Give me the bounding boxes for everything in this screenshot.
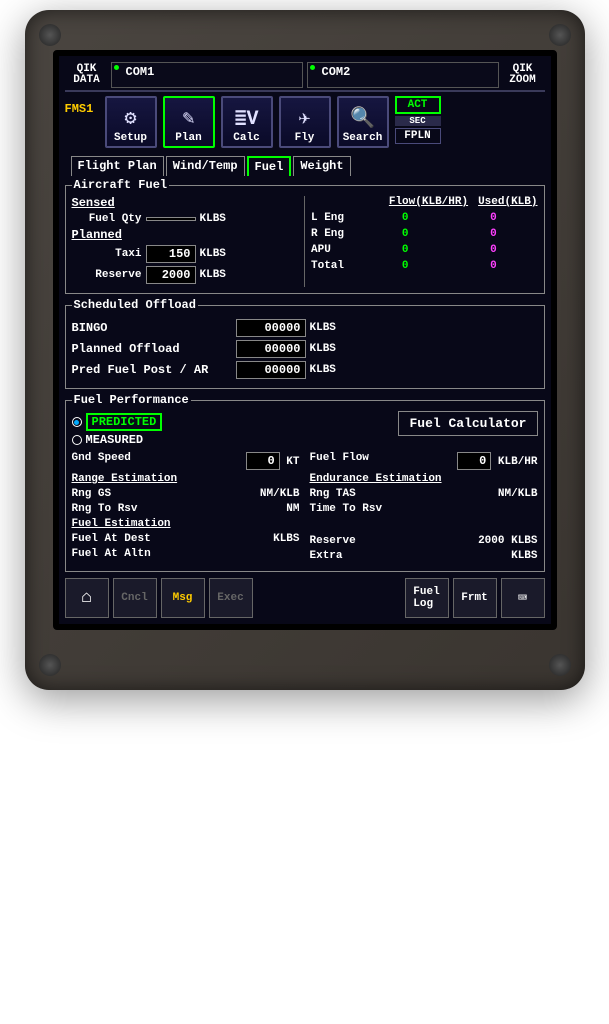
flow-row-total: Total 0 0 <box>311 260 538 272</box>
bingo-label: BINGO <box>72 321 232 335</box>
flow-row-apu: APU 0 0 <box>311 244 538 256</box>
tab-wind-temp[interactable]: Wind/Temp <box>166 156 245 176</box>
planned-header: Planned <box>72 228 299 242</box>
calc-button[interactable]: ≣V Calc <box>221 96 273 148</box>
keyboard-button[interactable]: ⌨ <box>501 578 545 618</box>
pred-fuel-unit: KLBS <box>310 364 336 376</box>
msg-button[interactable]: Msg <box>161 578 205 618</box>
page-tabs: Flight Plan Wind/Temp Fuel Weight <box>65 156 545 176</box>
setup-button[interactable]: ⚙ Setup <box>105 96 157 148</box>
plan-label: Plan <box>175 132 201 144</box>
rng-rsv-label: Rng To Rsv <box>72 503 138 515</box>
extra-label: Extra <box>310 550 343 562</box>
range-estimation-header: Range Estimation <box>72 473 300 485</box>
pred-fuel-label: Pred Fuel Post / AR <box>72 363 232 377</box>
planned-offload-label: Planned Offload <box>72 342 232 356</box>
fuel-flow-input[interactable]: 0 <box>457 452 491 470</box>
home-icon: ⌂ <box>81 588 92 608</box>
topbar: QIK DATA COM1 COM2 QIK ZOOM <box>65 62 545 92</box>
qik-data-button[interactable]: QIK DATA <box>65 62 109 88</box>
sec-label: SEC <box>395 116 441 126</box>
plan-button[interactable]: ✎ Plan <box>163 96 215 148</box>
taxi-unit: KLBS <box>200 248 226 260</box>
frmt-button[interactable]: Frmt <box>453 578 497 618</box>
fuel-log-button[interactable]: Fuel Log <box>405 578 449 618</box>
predicted-radio[interactable]: PREDICTED <box>72 413 391 431</box>
search-button[interactable]: 🔍 Search <box>337 96 389 148</box>
gnd-speed-label: Gnd Speed <box>72 452 131 470</box>
fms-label: FMS1 <box>65 96 99 116</box>
used-header: Used(KLB) <box>478 196 537 208</box>
fuel-estimation-header: Fuel Estimation <box>72 518 300 530</box>
flow-row-reng: R Eng 0 0 <box>311 228 538 240</box>
exec-button[interactable]: Exec <box>209 578 253 618</box>
planned-offload-unit: KLBS <box>310 343 336 355</box>
planned-offload-input[interactable]: 00000 <box>236 340 306 358</box>
reserve-unit: KLBS <box>200 269 226 281</box>
fly-label: Fly <box>295 132 315 144</box>
act-label: ACT <box>395 96 441 114</box>
pred-fuel-input[interactable]: 00000 <box>236 361 306 379</box>
calc-label: Calc <box>233 132 259 144</box>
aircraft-fuel-panel: Aircraft Fuel Sensed Fuel Qty KLBS Plann… <box>65 178 545 294</box>
screen: QIK DATA COM1 COM2 QIK ZOOM FMS1 ⚙ Setup… <box>53 50 557 630</box>
fuel-qty-unit: KLBS <box>200 213 226 225</box>
fuel-qty-input[interactable] <box>146 217 196 221</box>
rng-gs-label: Rng GS <box>72 488 112 500</box>
scheduled-offload-panel: Scheduled Offload BINGO 00000 KLBS Plann… <box>65 298 545 389</box>
reserve-input[interactable]: 2000 <box>146 266 196 284</box>
fuel-altn-label: Fuel At Altn <box>72 548 151 560</box>
search-icon: 🔍 <box>350 110 375 130</box>
setup-label: Setup <box>114 132 147 144</box>
fpln-label: FPLN <box>395 128 441 144</box>
taxi-input[interactable]: 150 <box>146 245 196 263</box>
bingo-unit: KLBS <box>310 322 336 334</box>
main-toolbar: FMS1 ⚙ Setup ✎ Plan ≣V Calc ✈ Fly 🔍 Sear… <box>65 96 545 148</box>
device-bezel: QIK DATA COM1 COM2 QIK ZOOM FMS1 ⚙ Setup… <box>25 10 585 690</box>
time-rsv-label: Time To Rsv <box>310 503 383 515</box>
rng-tas-label: Rng TAS <box>310 488 356 500</box>
fuel-performance-legend: Fuel Performance <box>72 393 191 407</box>
search-label: Search <box>343 132 383 144</box>
measured-radio[interactable]: MEASURED <box>72 433 391 447</box>
bottom-bar: ⌂ Cncl Msg Exec Fuel Log Frmt ⌨ <box>65 578 545 618</box>
plan-icon: ✎ <box>182 110 194 130</box>
gnd-speed-input[interactable]: 0 <box>246 452 280 470</box>
endurance-estimation-header: Endurance Estimation <box>310 473 538 485</box>
perf-reserve-label: Reserve <box>310 535 356 547</box>
tab-fuel[interactable]: Fuel <box>247 156 292 176</box>
fuel-performance-panel: Fuel Performance PREDICTED MEASURED Fuel… <box>65 393 545 572</box>
com2-tab[interactable]: COM2 <box>307 62 499 88</box>
com1-tab[interactable]: COM1 <box>111 62 303 88</box>
fuel-qty-label: Fuel Qty <box>72 213 142 225</box>
qik-zoom-button[interactable]: QIK ZOOM <box>501 62 545 88</box>
act-fpln-button[interactable]: ACT SEC FPLN <box>395 96 441 144</box>
flow-header: Flow(KLB/HR) <box>389 196 468 208</box>
fly-icon: ✈ <box>298 110 310 130</box>
scheduled-legend: Scheduled Offload <box>72 298 198 312</box>
sensed-header: Sensed <box>72 196 299 210</box>
taxi-label: Taxi <box>72 248 142 260</box>
home-button[interactable]: ⌂ <box>65 578 109 618</box>
setup-icon: ⚙ <box>124 110 136 130</box>
keyboard-icon: ⌨ <box>518 588 528 608</box>
fly-button[interactable]: ✈ Fly <box>279 96 331 148</box>
tab-weight[interactable]: Weight <box>293 156 350 176</box>
bingo-input[interactable]: 00000 <box>236 319 306 337</box>
tab-flight-plan[interactable]: Flight Plan <box>71 156 164 176</box>
fuel-calculator-button[interactable]: Fuel Calculator <box>398 411 537 436</box>
fuel-dest-label: Fuel At Dest <box>72 533 151 545</box>
fuel-flow-label: Fuel Flow <box>310 452 369 470</box>
calc-icon: ≣V <box>234 110 258 130</box>
aircraft-fuel-legend: Aircraft Fuel <box>72 178 170 192</box>
reserve-label: Reserve <box>72 269 142 281</box>
flow-row-leng: L Eng 0 0 <box>311 212 538 224</box>
cncl-button[interactable]: Cncl <box>113 578 157 618</box>
